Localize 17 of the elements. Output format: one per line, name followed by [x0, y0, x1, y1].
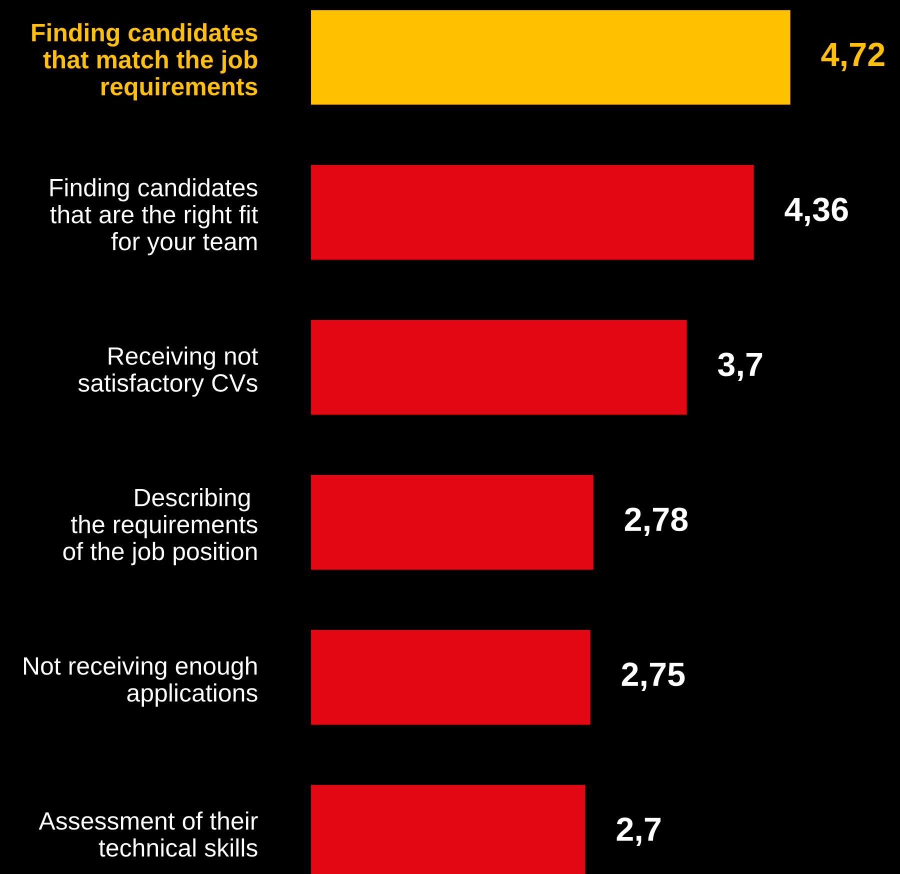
bar — [311, 165, 754, 260]
y-tick-label: Receiving not satisfactory CVs — [78, 346, 258, 397]
data-label: 2,75 — [622, 662, 685, 691]
bar — [311, 10, 790, 105]
y-tick-label: Assessment of their technical skills — [38, 811, 258, 857]
y-tick-label: Finding candidates that match the job requirements — [32, 23, 258, 100]
data-label: 2,78 — [624, 508, 688, 536]
bar — [311, 474, 594, 570]
y-tick-label: Finding candidates that are the right fit for your team — [50, 178, 258, 256]
data-label: 2,7 — [616, 818, 661, 846]
y-tick-label: Not receiving enough applications — [24, 656, 258, 707]
data-label: 3,7 — [718, 352, 762, 382]
bar — [311, 630, 590, 724]
data-label: 4,36 — [784, 198, 848, 226]
bar — [311, 320, 687, 415]
data-label: 4,72 — [821, 42, 884, 72]
y-tick-label: Describing the requirements of the job position — [63, 488, 258, 566]
